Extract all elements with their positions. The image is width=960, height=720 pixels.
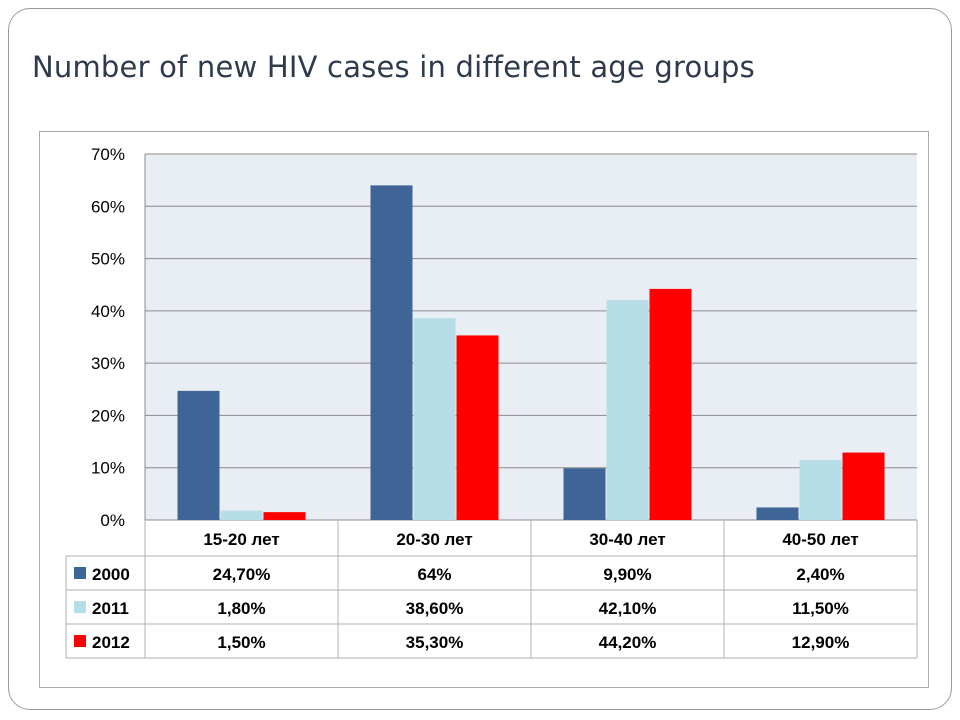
legend-swatch bbox=[74, 567, 86, 579]
bar bbox=[177, 390, 220, 520]
bar bbox=[263, 512, 306, 520]
data-label: 42,10% bbox=[599, 599, 657, 618]
data-label: 11,50% bbox=[792, 599, 849, 618]
x-tick-label: 30-40 лет bbox=[589, 530, 665, 549]
y-tick-label: 10% bbox=[91, 459, 125, 478]
bar bbox=[606, 299, 649, 520]
data-label: 12,90% bbox=[792, 633, 850, 652]
data-label: 64% bbox=[417, 565, 451, 584]
chart-svg: 0% 10% 20% 30% 40% 50% 60% 70% 15-20 лет 20-30 ле… bbox=[65, 145, 918, 659]
y-tick-label: 70% bbox=[91, 145, 125, 164]
legend-label: 2000 bbox=[92, 565, 130, 584]
y-tick-label: 30% bbox=[91, 354, 125, 373]
legend-swatch bbox=[74, 601, 86, 613]
chart-container: 0% 10% 20% 30% 40% 50% 60% 70% 15-20 лет 20-30 ле… bbox=[39, 131, 929, 688]
y-tick-label: 50% bbox=[91, 250, 125, 269]
data-label: 24,70% bbox=[213, 565, 271, 584]
y-tick-label: 0% bbox=[100, 511, 125, 530]
legend-swatch bbox=[74, 635, 86, 647]
data-label: 9,90% bbox=[603, 565, 651, 584]
bar bbox=[563, 468, 606, 520]
bar bbox=[220, 510, 263, 520]
data-label: 2,40% bbox=[796, 565, 844, 584]
plot-area bbox=[145, 154, 917, 520]
data-label: 35,30% bbox=[406, 633, 464, 652]
bar bbox=[799, 459, 842, 520]
y-tick-label: 40% bbox=[91, 302, 125, 321]
bar bbox=[649, 288, 692, 520]
data-label: 1,80% bbox=[217, 599, 265, 618]
bar bbox=[456, 335, 499, 520]
y-tick-label: 60% bbox=[91, 197, 125, 216]
bar bbox=[756, 507, 799, 520]
y-tick-label: 20% bbox=[91, 406, 125, 425]
legend-label: 2011 bbox=[92, 599, 129, 618]
x-tick-label: 15-20 лет bbox=[203, 530, 279, 549]
data-label: 44,20% bbox=[599, 633, 657, 652]
legend-label: 2012 bbox=[92, 633, 130, 652]
bar bbox=[370, 185, 413, 520]
slide-title: Number of new HIV cases in different age… bbox=[32, 50, 755, 84]
x-tick-label: 20-30 лет bbox=[396, 530, 472, 549]
bar bbox=[842, 452, 885, 520]
x-tick-label: 40-50 лет bbox=[782, 530, 858, 549]
data-label: 1,50% bbox=[217, 633, 265, 652]
bar bbox=[413, 318, 456, 520]
data-label: 38,60% bbox=[406, 599, 464, 618]
